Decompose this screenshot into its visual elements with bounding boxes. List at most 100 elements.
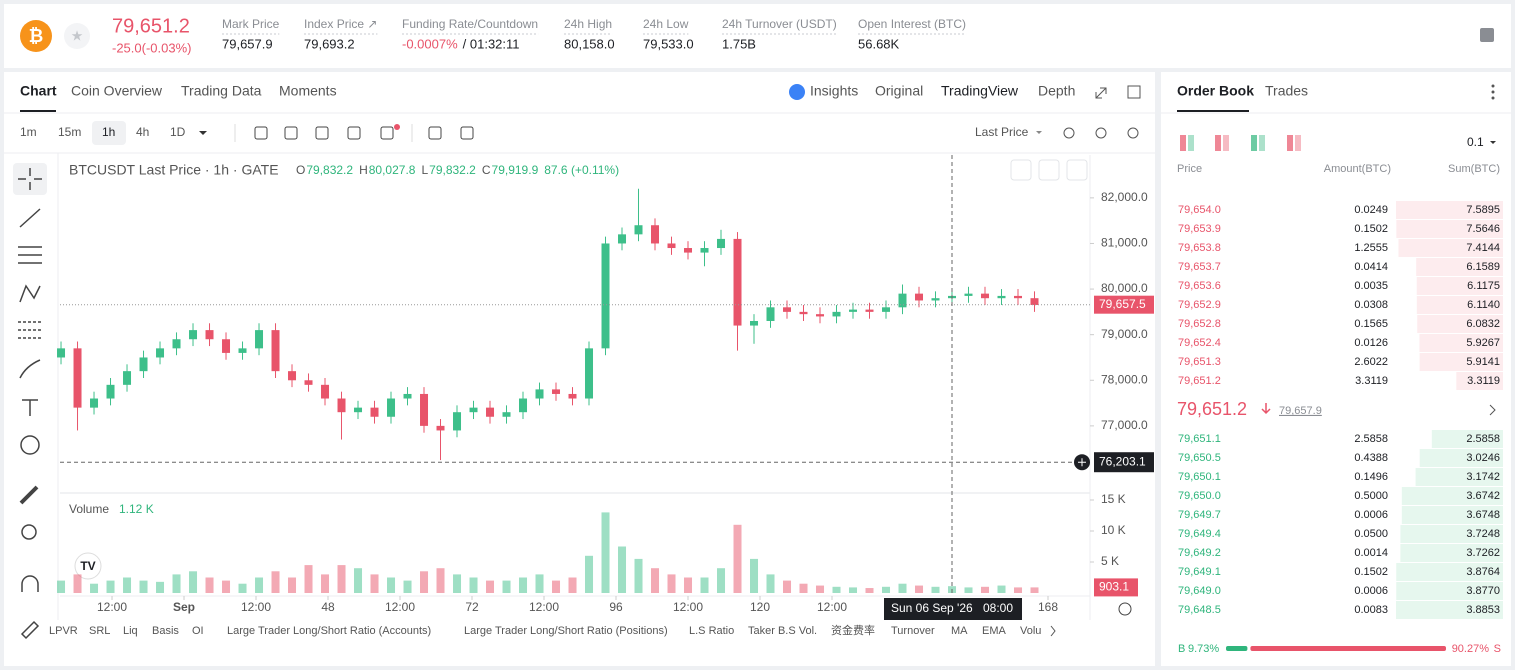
ob-view-icon[interactable]: [1259, 135, 1265, 151]
field-value: 79,533.0: [643, 36, 694, 51]
tool-crosshair[interactable]: [18, 168, 42, 190]
tool-ruler[interactable]: [19, 485, 39, 505]
toolbar-icon[interactable]: [347, 126, 361, 140]
tool-emoji[interactable]: [20, 435, 40, 455]
candle-body: [436, 425, 445, 431]
candle-body: [997, 295, 1006, 299]
tool-brush[interactable]: [19, 359, 41, 379]
indicator-button[interactable]: Basis: [152, 625, 179, 637]
ob-view-icon[interactable]: [1180, 135, 1186, 151]
ob-sum: 6.1140: [1467, 299, 1500, 311]
ob-price: 79,650.5: [1178, 452, 1221, 464]
volume-bar: [849, 587, 858, 593]
indicator-button[interactable]: Liq: [123, 625, 138, 637]
y-tick-label: 79,000.0: [1101, 327, 1148, 341]
tool-zoom[interactable]: [21, 524, 37, 540]
crosshair-price: 76,203.1: [1099, 454, 1146, 468]
interval-button[interactable]: 1D: [170, 125, 186, 139]
candle-body: [849, 309, 858, 312]
indicator-button[interactable]: Volu: [1020, 625, 1041, 637]
interval-button[interactable]: 15m: [58, 125, 81, 139]
toolbar-icon[interactable]: [380, 126, 394, 140]
tool-pattern[interactable]: [19, 284, 41, 303]
price-source[interactable]: Last Price: [975, 125, 1029, 139]
tool-trendline[interactable]: [19, 208, 41, 228]
volume-bar: [519, 577, 528, 593]
ob-tab[interactable]: Trades: [1265, 83, 1308, 99]
vol-tick-label: 10 K: [1101, 523, 1126, 537]
volume-bar: [238, 583, 247, 593]
ob-precision[interactable]: 0.1: [1467, 135, 1484, 149]
indicator-button[interactable]: 资金费率: [831, 623, 875, 637]
indicator-button[interactable]: Large Trader Long/Short Ratio (Positions…: [464, 625, 668, 637]
tool-text[interactable]: [22, 399, 38, 416]
volume-bar: [321, 574, 330, 593]
candle-body: [816, 314, 825, 317]
indicator-more[interactable]: [1050, 625, 1056, 637]
field-value: 79,693.2: [304, 36, 355, 51]
tool-magnet[interactable]: [21, 575, 39, 592]
pane-button[interactable]: [1038, 159, 1060, 181]
crosshair-date: Sun 06 Sep '26: [891, 601, 973, 615]
pane-button[interactable]: [1066, 159, 1088, 181]
indicator-button[interactable]: SRL: [89, 625, 110, 637]
tool-pencil[interactable]: [20, 620, 40, 640]
indicator-button[interactable]: Large Trader Long/Short Ratio (Accounts): [227, 625, 431, 637]
ob-view-icon[interactable]: [1295, 135, 1301, 151]
settings-icon[interactable]: [1118, 602, 1132, 616]
pane-button[interactable]: [1010, 159, 1032, 181]
ob-view-icon[interactable]: [1215, 135, 1221, 151]
toolbar-icon[interactable]: [460, 126, 474, 140]
toolbar-icon[interactable]: [1127, 127, 1139, 139]
indicator-button[interactable]: LPVR: [49, 625, 78, 637]
view-tab[interactable]: TradingView: [941, 83, 1019, 99]
volume-bar: [205, 577, 214, 593]
toolbar-icon[interactable]: [315, 126, 329, 140]
ob-view-icon[interactable]: [1251, 135, 1257, 151]
view-tab[interactable]: Insights: [810, 83, 858, 99]
indicator-button[interactable]: EMA: [982, 625, 1007, 637]
depth-bar: [1400, 544, 1503, 562]
chart-tab-underline: [20, 110, 56, 112]
field-value: 79,657.9: [222, 36, 273, 51]
indicator-button[interactable]: OI: [192, 625, 204, 637]
toolbar-icon[interactable]: [1063, 127, 1075, 139]
toolbar-icon[interactable]: [254, 126, 268, 140]
ob-sum: 7.5646: [1466, 223, 1500, 235]
indicator-button[interactable]: L.S Ratio: [689, 625, 734, 637]
ob-view-icon[interactable]: [1287, 135, 1293, 151]
expand-icon[interactable]: [1095, 87, 1107, 99]
indicator-button[interactable]: Taker B.S Vol.: [748, 625, 817, 637]
ob-tab[interactable]: Order Book: [1177, 83, 1254, 99]
toolbar-icon[interactable]: [1095, 127, 1107, 139]
ob-price: 79,649.2: [1178, 547, 1221, 559]
chart-tab[interactable]: Trading Data: [181, 83, 262, 99]
indicator-button[interactable]: MA: [951, 625, 968, 637]
ob-view-icon[interactable]: [1223, 135, 1229, 151]
candle-body: [634, 225, 643, 235]
indicator-button[interactable]: Turnover: [891, 625, 935, 637]
window-icon[interactable]: [1127, 85, 1141, 99]
chart-tab[interactable]: Coin Overview: [71, 83, 163, 99]
interval-button[interactable]: 1h: [102, 125, 115, 139]
view-tab[interactable]: Original: [875, 83, 923, 99]
x-tick-label: 120: [750, 600, 770, 614]
y-tick-label: 80,000.0: [1101, 281, 1148, 295]
chart-tab[interactable]: Moments: [279, 83, 337, 99]
ob-view-icon[interactable]: [1188, 135, 1194, 151]
tool-prediction[interactable]: [18, 321, 42, 339]
ob-sum: 3.6742: [1466, 490, 1500, 502]
view-tab[interactable]: Depth: [1038, 83, 1075, 99]
interval-button[interactable]: 1m: [20, 125, 37, 139]
candle-body: [172, 339, 181, 349]
star-button[interactable]: [64, 23, 90, 49]
tool-fib[interactable]: [18, 246, 42, 264]
interval-button[interactable]: 4h: [136, 125, 149, 139]
toolbar-icon[interactable]: [428, 126, 442, 140]
ohlc-value: 79,832.2: [306, 163, 353, 177]
chart-tab[interactable]: Chart: [20, 83, 57, 99]
mid-more[interactable]: [1489, 404, 1496, 416]
ob-amount: 0.0414: [1354, 261, 1388, 273]
toolbar-icon[interactable]: [284, 126, 298, 140]
book-icon[interactable]: [1480, 28, 1494, 42]
